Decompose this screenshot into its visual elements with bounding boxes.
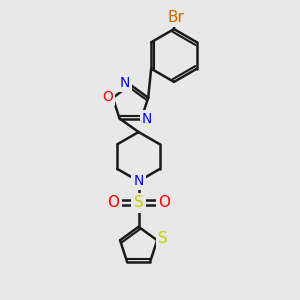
Text: N: N [120,76,130,90]
Text: O: O [102,90,113,104]
Text: O: O [107,195,119,210]
Text: N: N [134,174,144,188]
Text: S: S [134,195,143,210]
Text: O: O [158,195,170,210]
Text: Br: Br [167,10,184,25]
Text: N: N [142,112,152,126]
Text: S: S [158,231,168,246]
